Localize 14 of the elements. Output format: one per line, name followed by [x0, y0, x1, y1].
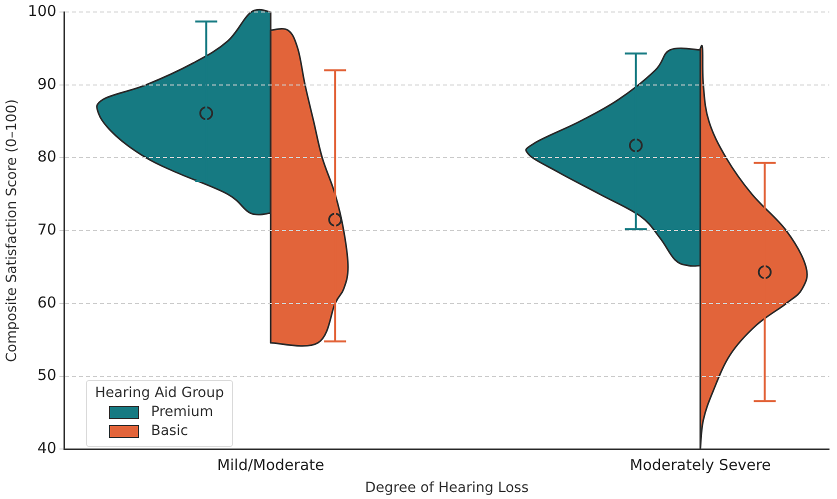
x-axis-title: Degree of Hearing Loss	[364, 480, 529, 496]
y-axis-title: Composite Satisfaction Score (0–100)	[4, 99, 20, 362]
x-tick-label: Mild/Moderate	[217, 456, 324, 474]
y-tick-label: 40	[37, 439, 56, 458]
y-tick-label: 90	[37, 74, 56, 93]
legend-title: Hearing Aid Group	[95, 385, 224, 401]
y-tick-label: 100	[28, 2, 56, 20]
y-tick-label: 50	[37, 366, 56, 384]
x-tick-label: Moderately Severe	[630, 456, 771, 474]
legend-label: Basic	[151, 423, 188, 439]
y-tick-label: 60	[37, 293, 56, 312]
legend-label: Premium	[151, 404, 214, 420]
y-tick-label: 70	[37, 220, 56, 238]
y-tick-label: 80	[37, 148, 56, 166]
